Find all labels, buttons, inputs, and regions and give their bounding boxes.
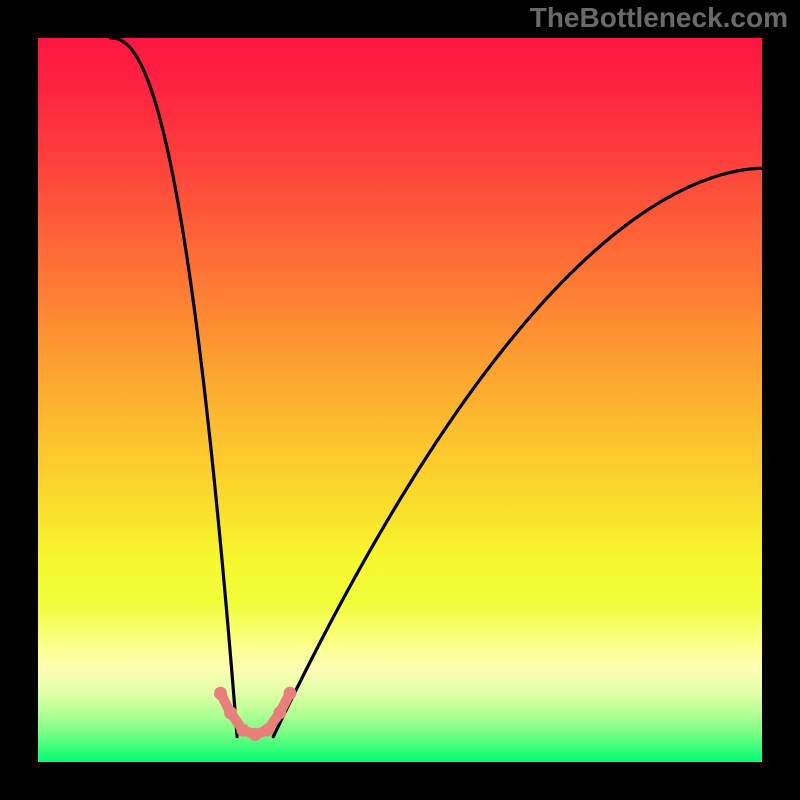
dip-dot bbox=[273, 706, 286, 719]
dip-dot bbox=[236, 724, 249, 737]
dip-dot bbox=[249, 728, 262, 741]
dip-dot bbox=[283, 687, 296, 700]
watermark-text: TheBottleneck.com bbox=[530, 2, 788, 34]
dip-dot bbox=[261, 724, 274, 737]
dip-dot bbox=[224, 706, 237, 719]
bottleneck-chart bbox=[0, 0, 800, 800]
gradient-panel bbox=[38, 38, 762, 762]
dip-dot bbox=[214, 687, 227, 700]
